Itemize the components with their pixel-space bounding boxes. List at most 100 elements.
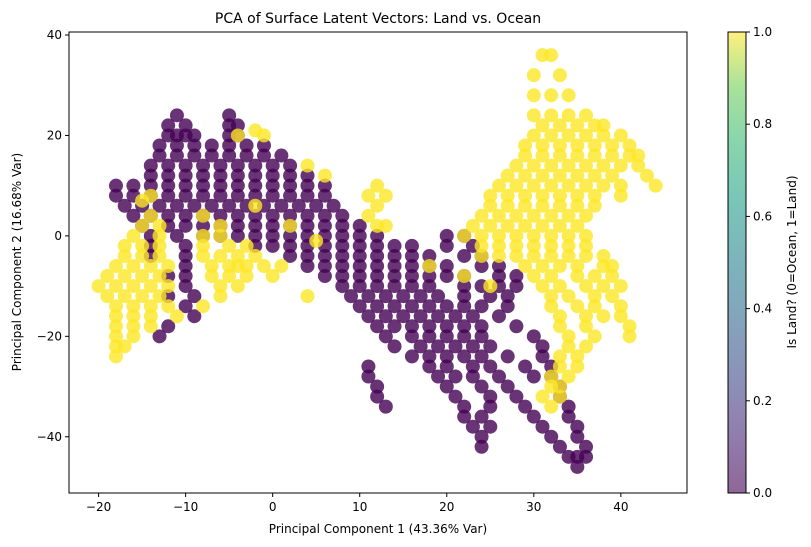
ocean-point: [309, 198, 324, 213]
ocean-point: [465, 419, 480, 434]
ocean-point: [230, 168, 245, 183]
land-point: [204, 259, 219, 274]
land-point: [109, 259, 124, 274]
ocean-point: [422, 329, 437, 344]
ocean-point: [317, 178, 332, 193]
land-point: [161, 299, 176, 314]
land-point: [570, 148, 585, 163]
land-point: [152, 218, 167, 233]
ocean-point: [248, 168, 263, 183]
land-point: [570, 198, 585, 213]
land-point: [544, 178, 559, 193]
land-point: [579, 108, 594, 123]
land-point: [213, 228, 228, 243]
land-point: [596, 178, 611, 193]
ocean-point: [178, 178, 193, 193]
ocean-point: [500, 299, 515, 314]
x-tick-label: −20: [86, 500, 111, 514]
land-point: [613, 299, 628, 314]
ocean-point: [143, 178, 158, 193]
x-tick-label: 0: [269, 500, 277, 514]
land-point: [283, 218, 298, 233]
ocean-point: [230, 188, 245, 203]
land-point: [378, 188, 393, 203]
ocean-point: [187, 309, 202, 324]
land-point: [126, 279, 141, 294]
land-point: [143, 309, 158, 324]
ocean-point: [579, 449, 594, 464]
ocean-point: [196, 188, 211, 203]
ocean-point: [422, 279, 437, 294]
ocean-point: [370, 389, 385, 404]
ocean-point: [404, 329, 419, 344]
land-point: [117, 248, 132, 263]
colorbar-label: Is Land? (0=Ocean, 1=Land): [785, 175, 799, 348]
ocean-point: [196, 168, 211, 183]
ocean-point: [187, 289, 202, 304]
land-point: [587, 299, 602, 314]
land-point: [613, 279, 628, 294]
land-point: [109, 349, 124, 364]
land-point: [518, 188, 533, 203]
ocean-point: [109, 188, 124, 203]
ocean-point: [387, 339, 402, 354]
colorbar-tick-label: 0.0: [753, 486, 772, 500]
land-point: [552, 118, 567, 133]
y-tick-label: 40: [47, 28, 62, 42]
land-point: [579, 279, 594, 294]
land-point: [552, 389, 567, 404]
land-point: [518, 138, 533, 153]
ocean-point: [483, 399, 498, 414]
ocean-point: [300, 248, 315, 263]
land-point: [605, 168, 620, 183]
ocean-point: [491, 269, 506, 284]
land-point: [143, 279, 158, 294]
ocean-point: [422, 248, 437, 263]
land-point: [579, 228, 594, 243]
ocean-point: [422, 299, 437, 314]
ocean-point: [370, 228, 385, 243]
ocean-point: [204, 198, 219, 213]
land-point: [109, 309, 124, 324]
land-point: [613, 158, 628, 173]
land-point: [570, 259, 585, 274]
land-point: [544, 88, 559, 103]
ocean-point: [413, 309, 428, 324]
land-point: [526, 68, 541, 83]
land-point: [544, 299, 559, 314]
ocean-point: [370, 319, 385, 334]
land-point: [587, 269, 602, 284]
ocean-point: [187, 198, 202, 213]
land-point: [552, 168, 567, 183]
ocean-point: [300, 178, 315, 193]
ocean-point: [230, 178, 245, 193]
land-point: [126, 299, 141, 314]
land-point: [613, 188, 628, 203]
chart-title: PCA of Surface Latent Vectors: Land vs. …: [215, 11, 541, 27]
ocean-point: [335, 218, 350, 233]
ocean-point: [109, 178, 124, 193]
ocean-point: [431, 369, 446, 384]
ocean-point: [248, 178, 263, 193]
land-point: [613, 178, 628, 193]
ocean-point: [491, 259, 506, 274]
ocean-point: [361, 369, 376, 384]
ocean-point: [317, 208, 332, 223]
land-point: [526, 238, 541, 253]
ocean-point: [526, 369, 541, 384]
land-point: [561, 158, 576, 173]
ocean-point: [169, 198, 184, 213]
land-point: [561, 208, 576, 223]
ocean-point: [474, 439, 489, 454]
land-point: [544, 248, 559, 263]
ocean-point: [422, 319, 437, 334]
ocean-point: [126, 178, 141, 193]
ocean-point: [535, 419, 550, 434]
land-point: [100, 289, 115, 304]
land-point: [535, 259, 550, 274]
colorbar-tick-label: 0.2: [753, 394, 772, 408]
ocean-point: [213, 168, 228, 183]
ocean-point: [457, 299, 472, 314]
ocean-point: [317, 188, 332, 203]
land-point: [109, 299, 124, 314]
